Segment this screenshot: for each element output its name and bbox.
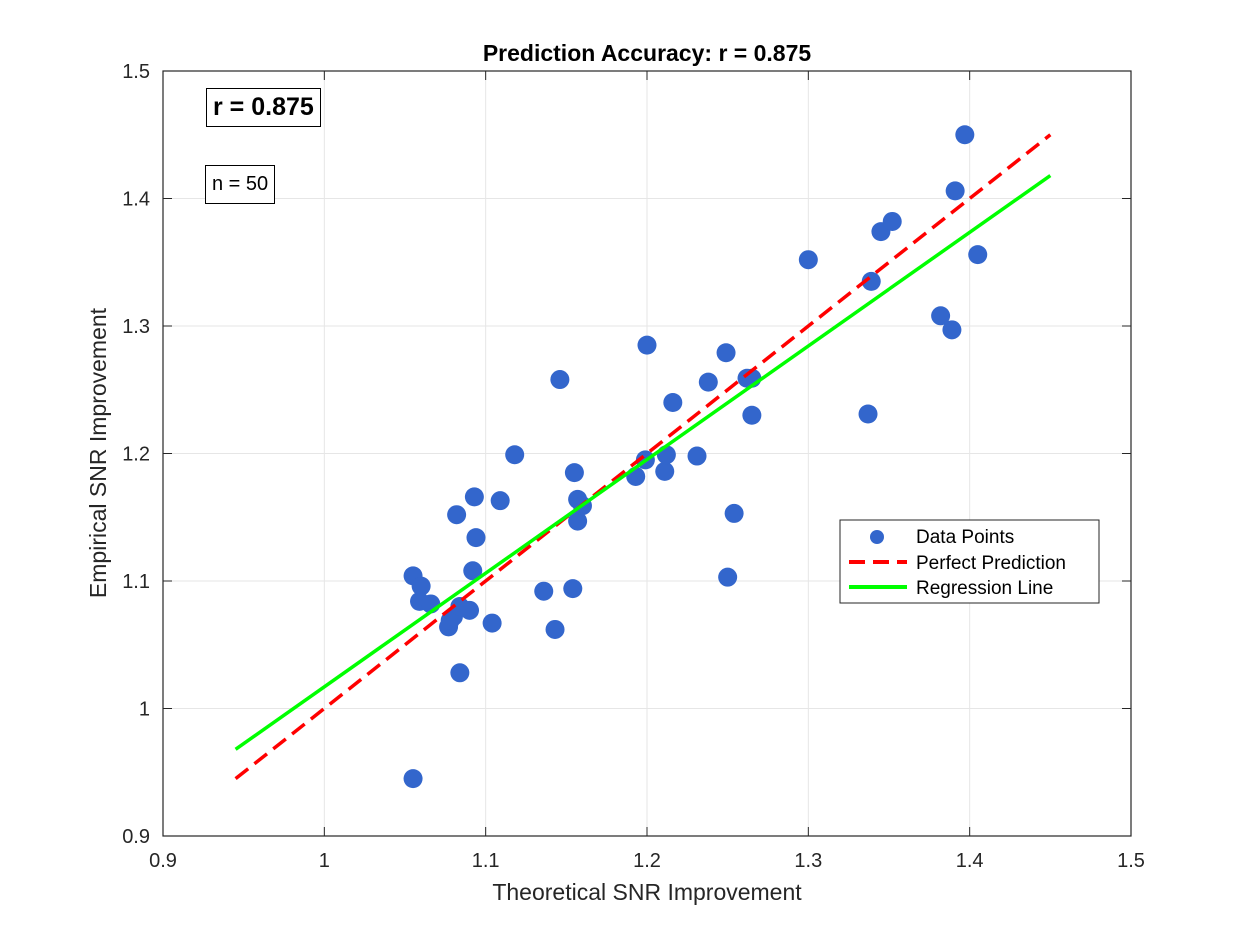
legend-label-regression-line: Regression Line <box>916 578 1053 599</box>
data-point <box>637 335 657 355</box>
data-point <box>687 446 707 466</box>
data-point <box>463 561 483 581</box>
x-tick-label: 1.4 <box>956 850 984 872</box>
data-point <box>534 581 554 601</box>
data-point <box>716 343 736 363</box>
data-point <box>464 487 484 507</box>
data-point <box>858 404 878 424</box>
legend-label-perfect-prediction: Perfect Prediction <box>916 553 1066 574</box>
x-axis-ticks: 0.9 1 1.1 1.2 1.3 1.4 1.5 <box>149 71 1145 872</box>
data-point <box>505 445 525 465</box>
regression-line-line <box>234 174 1052 751</box>
data-point <box>724 503 744 523</box>
y-tick-label: 1 <box>139 699 150 721</box>
perfect-prediction-line <box>234 133 1052 780</box>
data-point <box>931 306 951 326</box>
x-tick-label: 1.2 <box>633 850 661 872</box>
data-point <box>563 579 583 599</box>
data-point <box>663 393 683 412</box>
y-tick-label: 0.9 <box>122 826 150 848</box>
data-point <box>545 619 565 639</box>
y-axis-label: Empirical SNR Improvement <box>85 307 111 598</box>
x-tick-label: 1.3 <box>794 850 822 872</box>
x-axis-label: Theoretical SNR Improvement <box>492 879 802 905</box>
data-point <box>403 769 423 789</box>
legend-marker-data-points <box>870 530 884 544</box>
data-point <box>742 405 762 425</box>
data-point <box>447 505 467 525</box>
x-tick-label: 1 <box>319 850 330 872</box>
data-point <box>798 250 818 270</box>
data-point <box>490 491 510 511</box>
legend-label-data-points: Data Points <box>916 527 1014 548</box>
data-point <box>568 511 588 531</box>
y-tick-label: 1.2 <box>122 444 150 466</box>
y-tick-label: 1.5 <box>122 61 150 83</box>
data-point <box>955 125 975 145</box>
data-point <box>466 528 486 548</box>
x-tick-label: 1.1 <box>472 850 500 872</box>
data-point <box>626 466 646 486</box>
data-point <box>655 461 675 481</box>
data-point <box>550 370 570 390</box>
series-layer <box>234 125 1052 789</box>
y-tick-label: 1.3 <box>122 316 150 338</box>
data-point <box>942 320 962 340</box>
data-point <box>460 600 480 620</box>
data-point <box>482 613 502 633</box>
data-point <box>564 463 584 483</box>
data-point <box>718 567 738 587</box>
correlation-annotation: r = 0.875 <box>206 88 321 127</box>
chart-title: Prediction Accuracy: r = 0.875 <box>483 40 812 66</box>
x-tick-label: 1.5 <box>1117 850 1145 872</box>
data-point <box>656 445 676 465</box>
data-point <box>411 576 431 596</box>
y-tick-label: 1.1 <box>122 571 150 593</box>
data-point <box>698 372 718 392</box>
data-point <box>861 271 881 291</box>
sample-size-annotation: n = 50 <box>205 165 276 204</box>
data-point <box>968 245 988 265</box>
x-tick-label: 0.9 <box>149 850 177 872</box>
data-point <box>882 211 902 231</box>
y-axis-ticks: 0.9 1 1.1 1.2 1.3 1.4 1.5 <box>122 61 1131 848</box>
data-point <box>945 181 965 201</box>
data-point <box>450 663 470 683</box>
y-tick-label: 1.4 <box>122 189 150 211</box>
legend: Data Points Perfect Prediction Regressio… <box>839 519 1100 604</box>
